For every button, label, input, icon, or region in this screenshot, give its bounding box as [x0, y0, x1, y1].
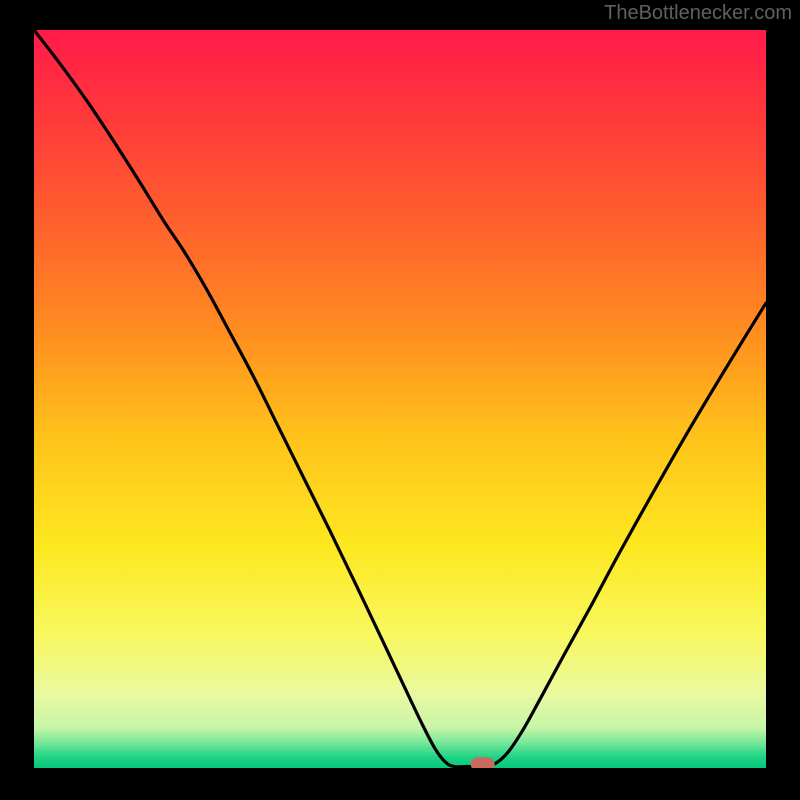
gradient-background — [34, 30, 766, 768]
watermark-text: TheBottlenecker.com — [604, 2, 792, 25]
bottleneck-chart — [0, 0, 800, 800]
chart-container: TheBottlenecker.com — [0, 0, 800, 800]
